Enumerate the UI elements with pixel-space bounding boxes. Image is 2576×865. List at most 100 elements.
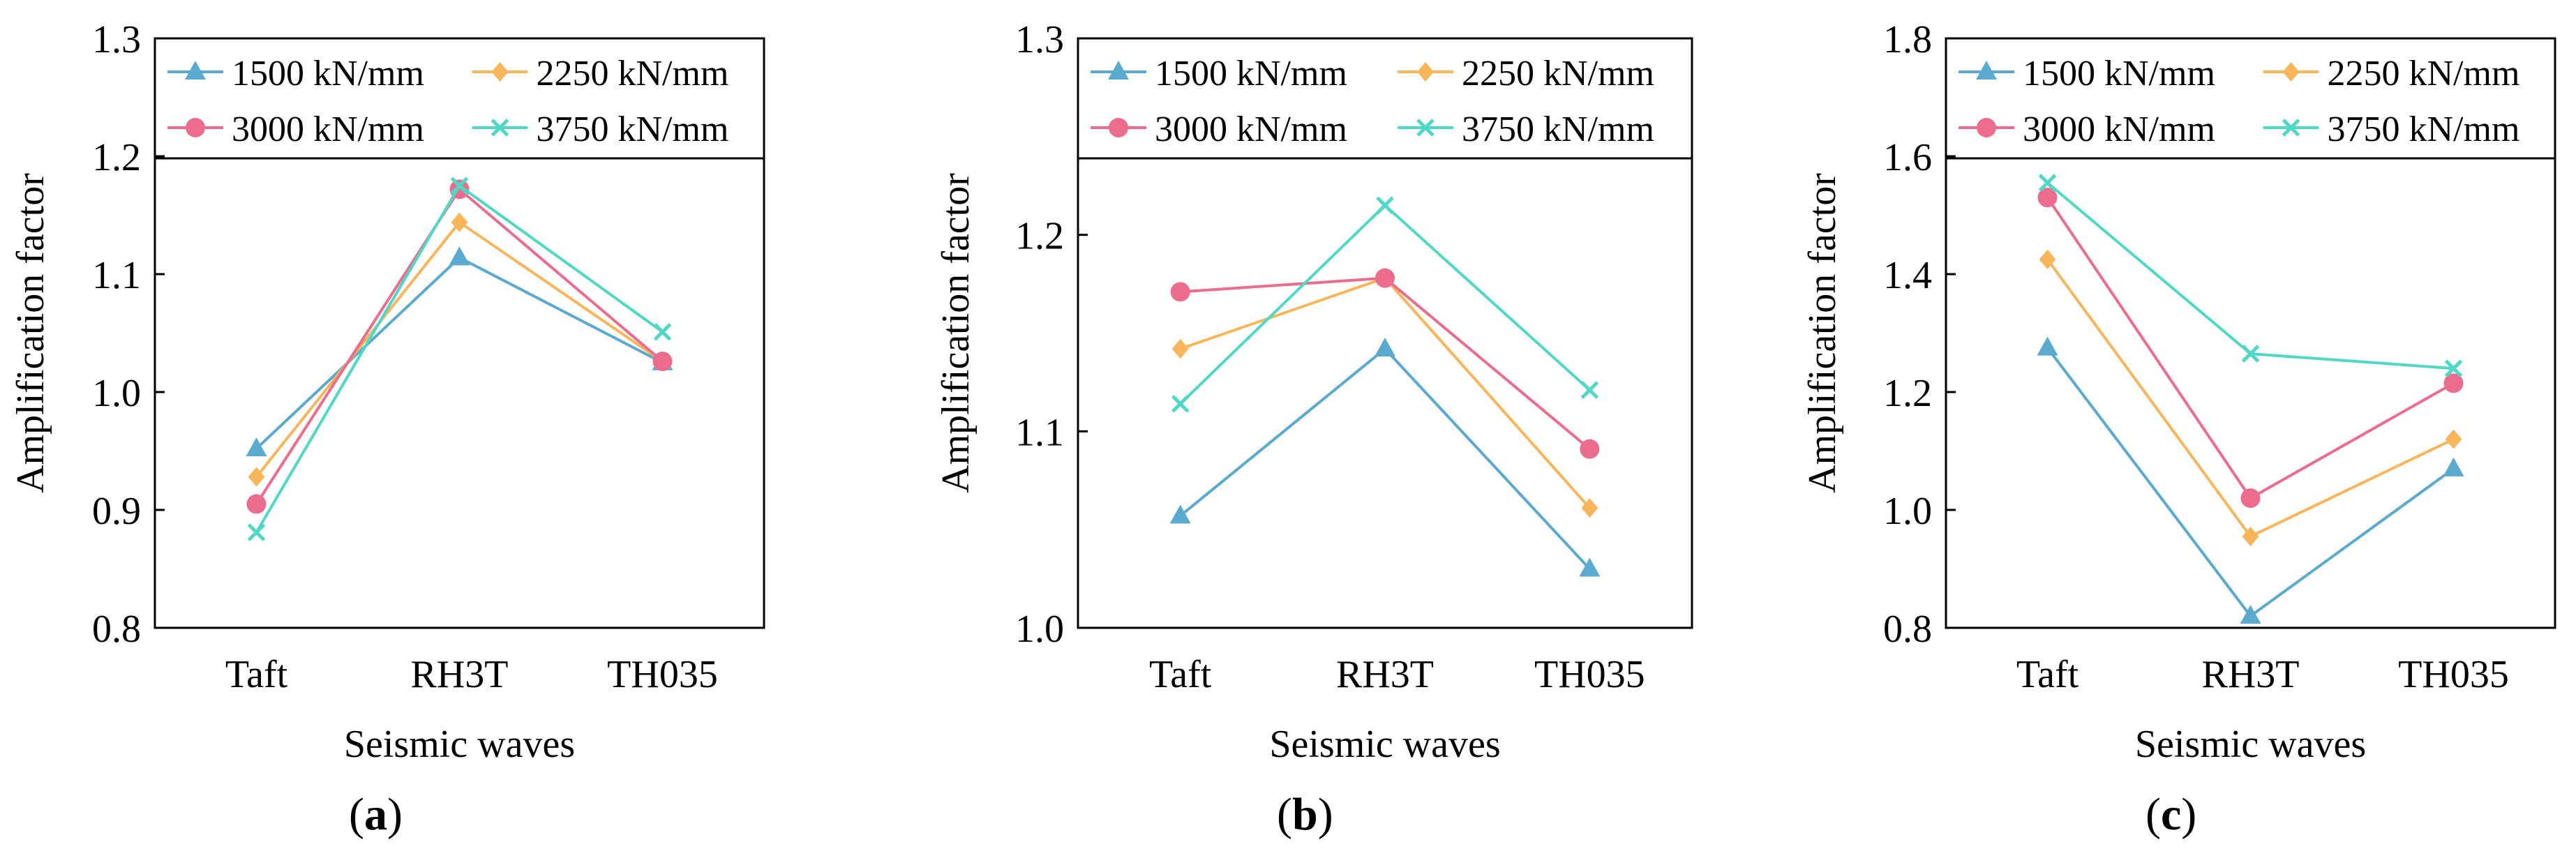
legend-label: 1500 kN/mm bbox=[232, 54, 424, 93]
y-axis-title: Amplification factor bbox=[1801, 173, 1844, 493]
legend-entry: 1500 kN/mm bbox=[1091, 54, 1347, 93]
data-point bbox=[2444, 359, 2463, 377]
legend-marker bbox=[1977, 118, 1996, 137]
series-line bbox=[255, 183, 664, 534]
legend-entry: 2250 kN/mm bbox=[2263, 54, 2520, 93]
series-line bbox=[1180, 276, 1591, 509]
panel-label-a: (a) bbox=[349, 789, 403, 840]
series-line bbox=[255, 187, 664, 505]
plot-frame bbox=[153, 37, 765, 629]
data-point bbox=[2443, 457, 2464, 476]
data-point bbox=[246, 437, 267, 457]
legend-label: 3000 kN/mm bbox=[2023, 110, 2215, 149]
data-point bbox=[2037, 188, 2058, 208]
x-tick-label: Taft bbox=[225, 653, 288, 696]
y-tick-label: 1.1 bbox=[92, 254, 141, 297]
y-tick-label: 0.9 bbox=[92, 490, 141, 533]
data-point bbox=[2038, 174, 2057, 192]
data-point bbox=[248, 467, 265, 487]
legend-label: 2250 kN/mm bbox=[1462, 54, 1654, 93]
x-tick-label: Taft bbox=[1149, 653, 1212, 696]
series-line bbox=[1179, 203, 1591, 405]
data-point bbox=[1579, 557, 1601, 577]
legend-label: 3750 kN/mm bbox=[2328, 110, 2520, 149]
series-1500 bbox=[1169, 338, 1601, 577]
series-2250 bbox=[2039, 249, 2462, 547]
y-tick-label: 1.6 bbox=[1883, 136, 1932, 179]
y-tick-label: 1.8 bbox=[1883, 18, 1932, 61]
data-point bbox=[451, 212, 468, 232]
data-point bbox=[1376, 196, 1394, 215]
legend-entry: 2250 kN/mm bbox=[472, 54, 729, 93]
legend-marker bbox=[1416, 119, 1435, 137]
legend-entry: 1500 kN/mm bbox=[1959, 54, 2215, 93]
y-tick-label: 1.0 bbox=[1015, 608, 1064, 651]
data-point bbox=[1375, 338, 1395, 357]
data-point bbox=[1169, 504, 1191, 524]
x-tick-label: TH035 bbox=[2398, 653, 2509, 696]
legend-marker bbox=[491, 62, 509, 82]
x-axis-title: Seismic waves bbox=[2135, 723, 2366, 766]
y-tick-label: 1.0 bbox=[92, 372, 141, 415]
legend-entry: 2250 kN/mm bbox=[1398, 54, 1654, 93]
data-point bbox=[2037, 336, 2058, 356]
series-1500 bbox=[246, 246, 673, 457]
x-tick-label: TH035 bbox=[1534, 653, 1645, 696]
legend-marker bbox=[1976, 61, 1997, 80]
data-point bbox=[2242, 527, 2259, 547]
legend-label: 3000 kN/mm bbox=[232, 110, 424, 149]
data-point bbox=[449, 246, 470, 266]
y-tick-label: 1.2 bbox=[1015, 215, 1064, 258]
y-tick-label: 1.2 bbox=[1883, 372, 1932, 415]
data-point bbox=[1581, 498, 1598, 518]
series-3000 bbox=[1170, 268, 1600, 459]
series-3750 bbox=[2038, 174, 2463, 377]
legend-entry: 3000 kN/mm bbox=[1959, 110, 2215, 149]
legend-marker bbox=[186, 118, 205, 137]
data-point bbox=[246, 494, 267, 514]
y-tick-label: 1.3 bbox=[1015, 18, 1064, 61]
y-tick-label: 1.3 bbox=[92, 18, 141, 61]
y-tick-label: 0.8 bbox=[92, 608, 141, 651]
chart-panel-3: 0.8 1.0 1.2 1.4 1.6 1.8 Taft RH3T TH035 Seismic w… bbox=[1801, 18, 2556, 766]
data-point bbox=[2241, 345, 2260, 363]
series-2250 bbox=[1171, 268, 1598, 518]
panel-label-b: (b) bbox=[1277, 789, 1333, 840]
x-axis-title: Seismic waves bbox=[344, 723, 575, 766]
data-point bbox=[2443, 373, 2464, 393]
series-line bbox=[255, 255, 664, 450]
x-tick-label: TH035 bbox=[607, 653, 718, 696]
data-point bbox=[450, 176, 469, 195]
legend-marker bbox=[2282, 62, 2300, 82]
data-point bbox=[1171, 339, 1189, 359]
series-3750 bbox=[247, 176, 672, 541]
data-point bbox=[2240, 605, 2261, 624]
legend-entry: 1500 kN/mm bbox=[167, 54, 424, 93]
data-point bbox=[1375, 268, 1395, 288]
legend-entry: 3000 kN/mm bbox=[167, 110, 424, 149]
chart-panel-1: 0.8 0.9 1.0 1.1 1.2 1.3 Taft RH3T TH035 Seismic w… bbox=[9, 18, 765, 766]
series-3750 bbox=[1171, 196, 1599, 413]
data-point bbox=[653, 323, 672, 341]
legend-entry: 3750 kN/mm bbox=[1398, 110, 1654, 149]
series-line bbox=[2046, 347, 2455, 618]
legend-entry: 3000 kN/mm bbox=[1091, 110, 1347, 149]
legend-label: 2250 kN/mm bbox=[537, 54, 729, 93]
x-tick-label: RH3T bbox=[411, 653, 509, 696]
data-point bbox=[652, 352, 673, 372]
legend-marker bbox=[1108, 61, 1129, 80]
y-tick-label: 1.0 bbox=[1883, 490, 1932, 533]
data-point bbox=[2445, 429, 2462, 449]
legend-entry: 3750 kN/mm bbox=[2263, 110, 2520, 149]
legend-label: 3000 kN/mm bbox=[1155, 110, 1347, 149]
legend-label: 1500 kN/mm bbox=[1155, 54, 1347, 93]
legend-label: 3750 kN/mm bbox=[537, 110, 729, 149]
legend-marker bbox=[1109, 118, 1128, 137]
data-point bbox=[1171, 395, 1190, 413]
y-axis-title: Amplification factor bbox=[9, 173, 52, 493]
plot-frame bbox=[1945, 37, 2556, 629]
plot-frame bbox=[1077, 37, 1693, 629]
data-point bbox=[1170, 282, 1190, 302]
legend-label: 2250 kN/mm bbox=[2328, 54, 2520, 93]
x-axis-title: Seismic waves bbox=[1269, 723, 1500, 766]
